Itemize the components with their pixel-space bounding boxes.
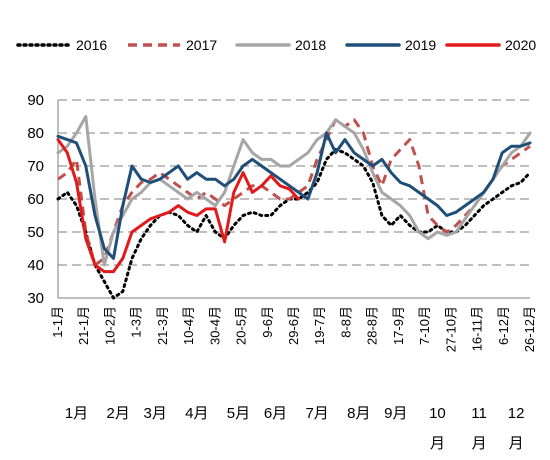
month-label-part: 月 [430, 435, 445, 452]
month-label: 9月 [384, 405, 407, 422]
x-axis-ticks: 1-1月 21-1月 10-2月 1-3月 21-3月 10-4月 30-4月 20-5月 9-… [50, 306, 537, 352]
x-tick-label: 1-3月 [129, 306, 144, 338]
month-label-part: 12 [508, 405, 525, 422]
x-tick-label: 27-10月 [443, 306, 458, 352]
month-label: 6月 [264, 405, 287, 422]
month-label: 1月 [65, 405, 88, 422]
month-label: 2月 [106, 405, 129, 422]
month-label: 5月 [227, 405, 250, 422]
month-label: 12 月 [508, 405, 525, 452]
series-line-2016 [56, 148, 532, 300]
month-label-part: 11 [471, 405, 487, 422]
y-tick-label: 60 [27, 191, 44, 208]
legend-label-2018: 2018 [295, 37, 326, 53]
x-tick-label: 10-2月 [102, 306, 117, 345]
x-tick-label: 19-7月 [312, 306, 327, 345]
x-tick-label: 30-4月 [207, 306, 222, 345]
series-line-2020 [56, 138, 301, 274]
series-lines [56, 115, 532, 300]
legend: 2016 2017 2018 2019 2020 [16, 37, 536, 53]
x-tick-label: 28-8月 [365, 306, 380, 345]
month-label: 11 月 [471, 405, 487, 452]
month-label: 7月 [305, 405, 328, 422]
y-tick-label: 70 [27, 158, 44, 175]
month-label: 10 月 [429, 405, 446, 452]
y-tick-label: 30 [27, 290, 44, 307]
y-tick-label: 50 [27, 224, 44, 241]
legend-label-2017: 2017 [186, 37, 217, 53]
y-tick-label: 40 [27, 257, 44, 274]
y-tick-label: 80 [27, 125, 44, 142]
y-axis-ticks: 30 40 50 60 70 80 90 [27, 92, 44, 307]
x-tick-label: 20-5月 [234, 306, 249, 345]
x-tick-label: 8-8月 [338, 306, 353, 338]
month-label-part: 10 [429, 405, 446, 422]
x-tick-label: 29-6月 [286, 306, 301, 345]
y-tick-label: 90 [27, 92, 44, 109]
x-tick-label: 21-1月 [76, 306, 91, 345]
month-label: 8月 [347, 405, 370, 422]
month-label: 4月 [185, 405, 208, 422]
x-tick-label: 9-6月 [260, 306, 275, 338]
x-tick-label: 17-9月 [391, 306, 406, 345]
x-tick-label: 1-1月 [50, 306, 65, 338]
series-line-2018 [56, 115, 532, 267]
x-tick-label: 6-12月 [496, 306, 511, 345]
month-label-part: 月 [472, 435, 487, 452]
legend-label-2019: 2019 [405, 37, 436, 53]
month-label-part: 月 [509, 435, 524, 452]
month-label: 3月 [144, 405, 167, 422]
x-tick-label: 26-12月 [522, 306, 537, 352]
x-tick-label: 16-11月 [470, 306, 485, 351]
series-line-2019 [56, 131, 532, 260]
legend-label-2016: 2016 [76, 37, 107, 53]
x-tick-label: 10-4月 [181, 306, 196, 345]
x-tick-label: 7-10月 [417, 306, 432, 345]
legend-label-2020: 2020 [505, 37, 536, 53]
month-labels: 1月 2月 3月 4月 5月 6月 7月 8月 9月 10 月 11 月 12 月 [65, 405, 525, 452]
x-tick-label: 21-3月 [155, 306, 170, 345]
